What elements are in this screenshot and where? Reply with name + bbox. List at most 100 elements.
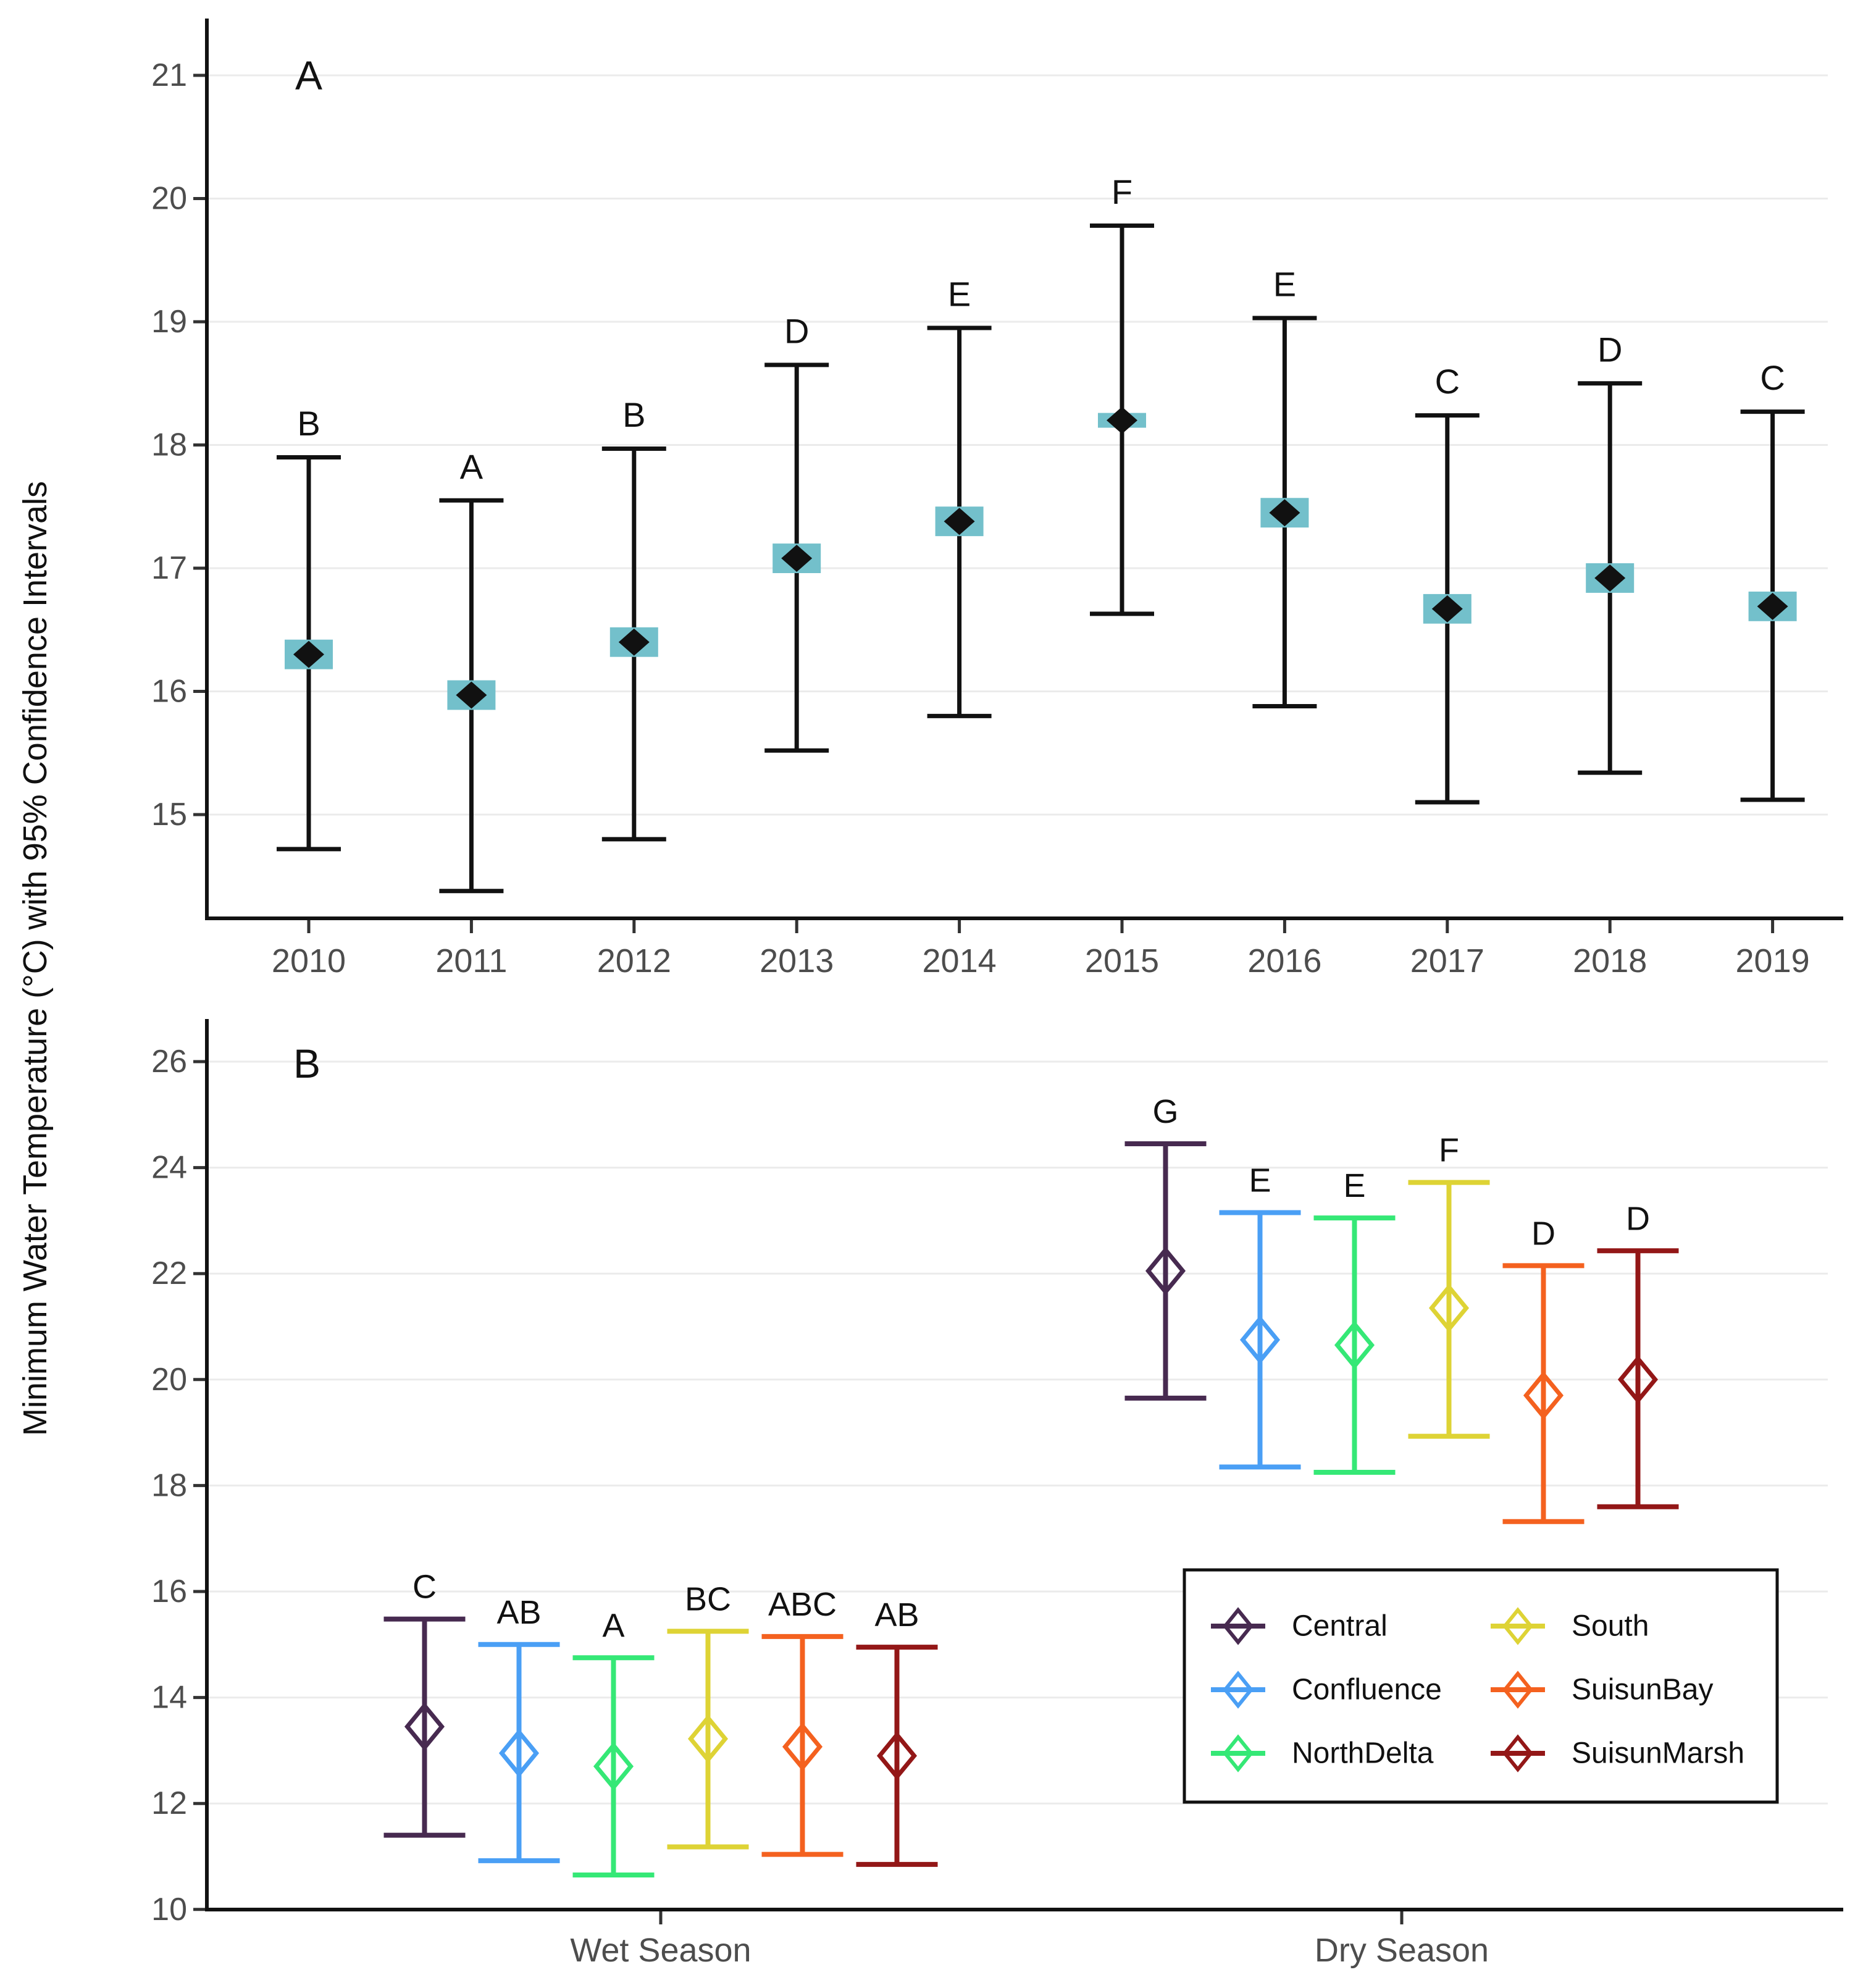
legend-item-northdelta: NorthDelta [1211,1734,1434,1772]
x-tick-label-year: 2013 [760,942,834,979]
sig-letter: B [297,404,320,443]
mean-diamond-open [1523,1371,1564,1420]
mean-diamond [944,508,975,535]
sig-letter: E [948,274,971,313]
mean-diamond-open [1428,1283,1470,1333]
legend-label: SuisunMarsh [1572,1737,1744,1770]
x-tick-label-year: 2011 [435,942,507,979]
y-tick-label: 10 [151,1892,187,1927]
sig-letter: A [460,447,484,486]
sig-letter: D [784,311,809,350]
panel-b-label: B [293,1041,320,1086]
mean-diamond-open [498,1729,540,1778]
mean-diamond-open [1145,1246,1186,1296]
x-tick-label-year: 2016 [1247,942,1321,979]
legend-label: Central [1292,1610,1388,1643]
sig-letter: AB [496,1594,541,1631]
mean-diamond-open [593,1742,634,1791]
panel-a-x-axis: 2010 2011 2012 2013 2014 2015 2016 2017 2018 2019 [272,920,1810,979]
sig-letter: F [1439,1132,1459,1169]
y-tick-label: 20 [151,181,187,217]
mean-diamond-open [1239,1315,1281,1364]
mean-diamond [1431,595,1463,623]
y-tick-label: 26 [151,1044,187,1080]
legend-item-suisunbay: SuisunBay [1491,1671,1713,1709]
sig-letter: B [622,395,645,434]
x-tick-label-year: 2012 [597,942,671,979]
y-tick-label: 22 [151,1256,187,1291]
y-tick-label: 21 [151,57,187,93]
y-tick-label: 16 [151,1574,187,1609]
panel-a-point-2012: B [601,395,666,842]
y-axis-title: Minimum Water Temperature (°C) with 95% … [17,481,54,1436]
mean-diamond [456,681,487,709]
legend-key-diamond [1223,1671,1254,1709]
mean-diamond [293,640,324,668]
legend-box [1183,1568,1779,1804]
panel-b-point-wet-South: BC [667,1580,749,1850]
x-tick-label-year: 2019 [1736,942,1810,979]
panel-b-point-dry-SuisunBay: D [1502,1215,1585,1524]
sig-letter: A [602,1607,624,1644]
x-tick-label-season: Dry Season [1315,1932,1489,1969]
legend-key-diamond [1223,1734,1254,1772]
mean-diamond [618,628,650,656]
panel-a-point-2011: A [439,447,504,894]
y-tick-label: 17 [151,550,187,586]
x-tick-label-season: Wet Season [570,1932,751,1969]
sig-letter: E [1273,265,1296,304]
legend-item-suisunmarsh: SuisunMarsh [1491,1734,1744,1772]
mean-diamond-open [1617,1355,1659,1404]
y-tick-label: 20 [151,1362,187,1398]
panel-b-x-axis: Wet Season Dry Season [570,1911,1489,1969]
sig-letter: C [412,1569,437,1606]
panel-b-point-dry-South: F [1408,1132,1490,1439]
legend-label: SuisunBay [1572,1674,1713,1706]
sig-letter: F [1112,172,1132,211]
sig-letter: E [1343,1167,1365,1204]
y-tick-label: 12 [151,1785,187,1821]
mean-diamond [1757,592,1788,620]
x-tick-label-year: 2015 [1085,942,1159,979]
panel-b-point-dry-Confluence: E [1219,1162,1301,1470]
legend-label: South [1572,1610,1649,1643]
panel-a-point-2014: E [927,274,992,718]
legend-key-diamond [1223,1607,1254,1645]
panel-axes: 21 20 19 18 17 16 15 [151,19,1843,920]
sig-letter: C [1435,362,1460,401]
y-tick-label: 24 [151,1150,187,1186]
panel-b-point-dry-NorthDelta: E [1313,1167,1396,1475]
sig-letter: BC [685,1580,731,1617]
mean-diamond-open [404,1702,445,1751]
mean-diamond-open [876,1731,918,1780]
y-tick-label: 18 [151,427,187,463]
mean-diamond-open [687,1714,729,1764]
legend-key-diamond [1502,1671,1533,1709]
legend: Central South Confluence SuisunBay NorthDelt… [1183,1568,1779,1804]
sig-letter: AB [874,1596,919,1634]
panel-a-point-2013: D [764,311,829,753]
sig-letter: C [1760,358,1785,397]
mean-diamond [1594,564,1626,592]
y-tick-label: 15 [151,797,187,833]
sig-letter: ABC [768,1586,837,1623]
y-tick-label: 18 [151,1467,187,1503]
panel-a-point-2018: D [1578,330,1643,775]
mean-diamond [1107,406,1137,434]
mean-diamond [781,545,813,572]
panel-a-point-2015: F [1090,172,1154,616]
panel-axes: 26 24 22 20 18 16 14 12 10 [151,1019,1843,1927]
sig-letter: E [1249,1162,1271,1199]
sig-letter: D [1626,1200,1650,1237]
panel-a-point-2017: C [1415,362,1480,805]
panel-b-point-wet-SuisunBay: ABC [761,1586,844,1857]
panel-b-point-wet-NorthDelta: A [572,1607,655,1878]
legend-item-central: Central [1211,1607,1388,1645]
y-tick-label: 16 [151,674,187,710]
legend-label: Confluence [1292,1674,1442,1706]
mean-diamond-open [782,1722,823,1771]
panel-b-point-dry-Central: G [1124,1093,1207,1401]
panel-a-point-2019: C [1740,358,1805,802]
